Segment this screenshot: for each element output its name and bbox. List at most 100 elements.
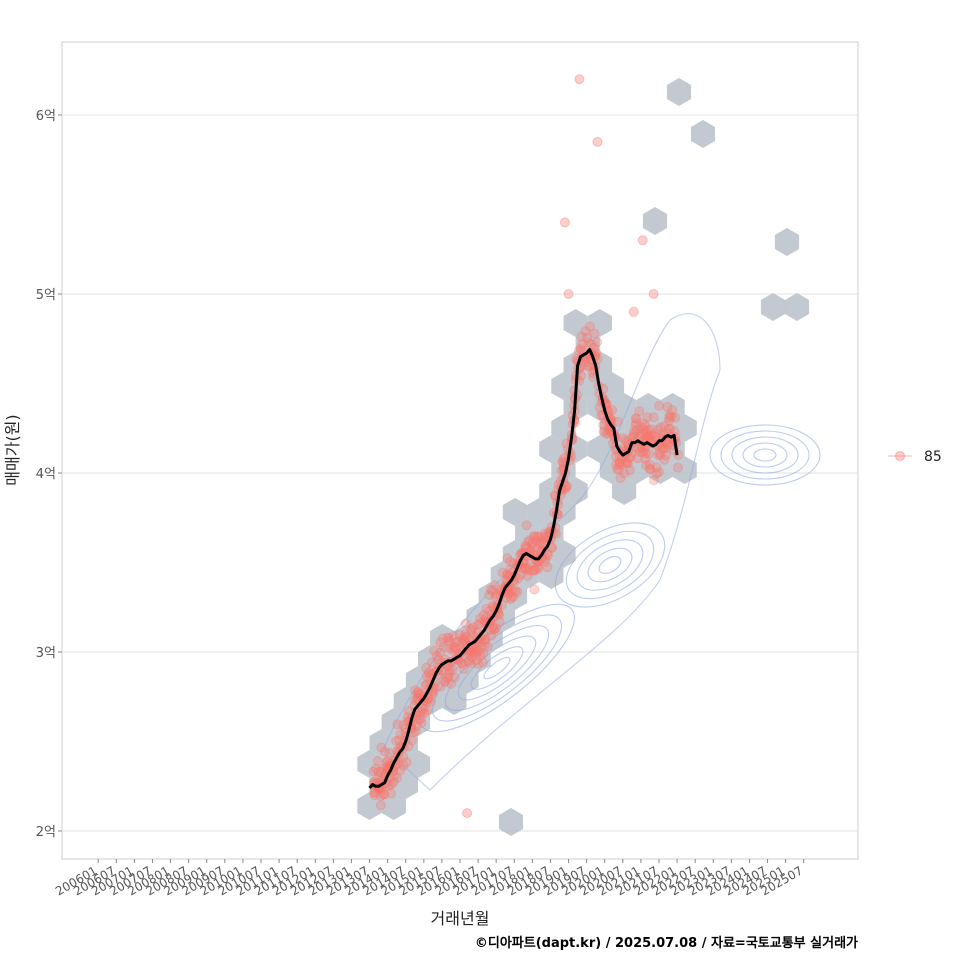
data-point <box>607 405 618 416</box>
data-point <box>448 641 459 652</box>
hex-bin <box>599 372 625 400</box>
data-point <box>414 714 424 725</box>
hex-bin <box>612 477 637 505</box>
hex-bin <box>760 293 786 321</box>
hex-bin <box>405 750 431 778</box>
data-point <box>533 563 544 574</box>
data-point <box>639 418 650 429</box>
data-point <box>527 565 538 576</box>
data-point <box>497 567 508 578</box>
contour-line <box>383 313 721 791</box>
data-point <box>507 585 518 596</box>
data-point <box>505 594 516 605</box>
data-point <box>636 422 647 433</box>
data-point <box>460 631 471 642</box>
data-point <box>523 565 534 576</box>
data-point <box>663 424 674 435</box>
data-point <box>598 420 609 430</box>
y-tick-label: 2억 <box>36 825 56 840</box>
hex-bin <box>642 207 668 235</box>
data-point <box>486 625 497 636</box>
data-point <box>573 345 584 356</box>
data-point <box>624 465 635 476</box>
hex-bin <box>612 435 637 463</box>
data-point <box>539 532 549 543</box>
data-point <box>418 703 429 714</box>
data-point <box>375 800 386 811</box>
data-point <box>375 767 386 777</box>
data-point <box>508 591 519 602</box>
data-point <box>468 643 479 654</box>
data-point <box>464 656 474 667</box>
data-point <box>375 790 386 801</box>
hex-bin <box>551 456 576 484</box>
data-point <box>481 603 492 614</box>
data-point <box>422 705 432 716</box>
data-point <box>419 708 430 718</box>
data-point <box>648 412 659 423</box>
data-point <box>529 531 540 542</box>
data-point <box>473 619 484 630</box>
data-point <box>370 787 381 798</box>
data-point <box>574 74 585 85</box>
hex-bin <box>515 519 540 547</box>
contour-line <box>554 522 666 608</box>
data-point <box>661 437 672 448</box>
contour-line <box>731 436 799 474</box>
data-point <box>502 570 513 581</box>
contour-line <box>587 547 633 583</box>
hex-bin <box>624 414 649 442</box>
data-point <box>650 431 661 442</box>
data-point <box>431 650 442 661</box>
data-point <box>632 453 643 464</box>
data-point <box>670 412 681 423</box>
contour-line <box>598 556 622 574</box>
density-contours <box>383 313 821 791</box>
data-point <box>467 648 477 658</box>
data-point <box>473 646 484 657</box>
hex-bin <box>357 750 382 778</box>
data-point <box>398 760 409 771</box>
hex-bin <box>587 309 612 337</box>
data-point <box>411 721 422 732</box>
data-point <box>394 735 405 746</box>
data-point <box>638 447 648 458</box>
hex-bin <box>466 603 491 631</box>
hex-bin <box>575 330 600 358</box>
hex-bin <box>551 540 576 568</box>
data-point <box>378 763 389 774</box>
data-point <box>603 428 614 439</box>
data-point <box>413 689 424 700</box>
data-point <box>611 459 622 470</box>
data-point <box>529 565 540 576</box>
data-point <box>417 703 428 714</box>
data-point <box>491 623 502 634</box>
data-point <box>651 462 662 473</box>
data-point <box>664 423 675 434</box>
hex-bin <box>660 435 685 463</box>
data-point <box>614 459 625 470</box>
hex-bin <box>784 293 810 321</box>
data-point <box>478 610 489 621</box>
data-point <box>454 630 465 640</box>
data-point <box>442 632 453 643</box>
data-point <box>631 424 642 435</box>
contour-line <box>709 424 821 486</box>
data-point <box>653 424 664 435</box>
data-point <box>448 645 458 656</box>
data-point <box>423 667 434 678</box>
y-tick-label: 4억 <box>36 467 56 482</box>
data-point <box>640 421 651 432</box>
data-point <box>502 553 513 564</box>
contour-line <box>742 442 788 468</box>
data-point <box>659 454 670 465</box>
hex-bin <box>454 624 479 652</box>
hex-bin <box>369 729 394 757</box>
data-point <box>435 637 446 648</box>
data-point <box>638 428 649 439</box>
data-point <box>532 531 543 542</box>
data-point <box>368 766 379 777</box>
data-point <box>655 422 666 433</box>
data-point <box>438 642 449 653</box>
data-point <box>615 457 626 468</box>
